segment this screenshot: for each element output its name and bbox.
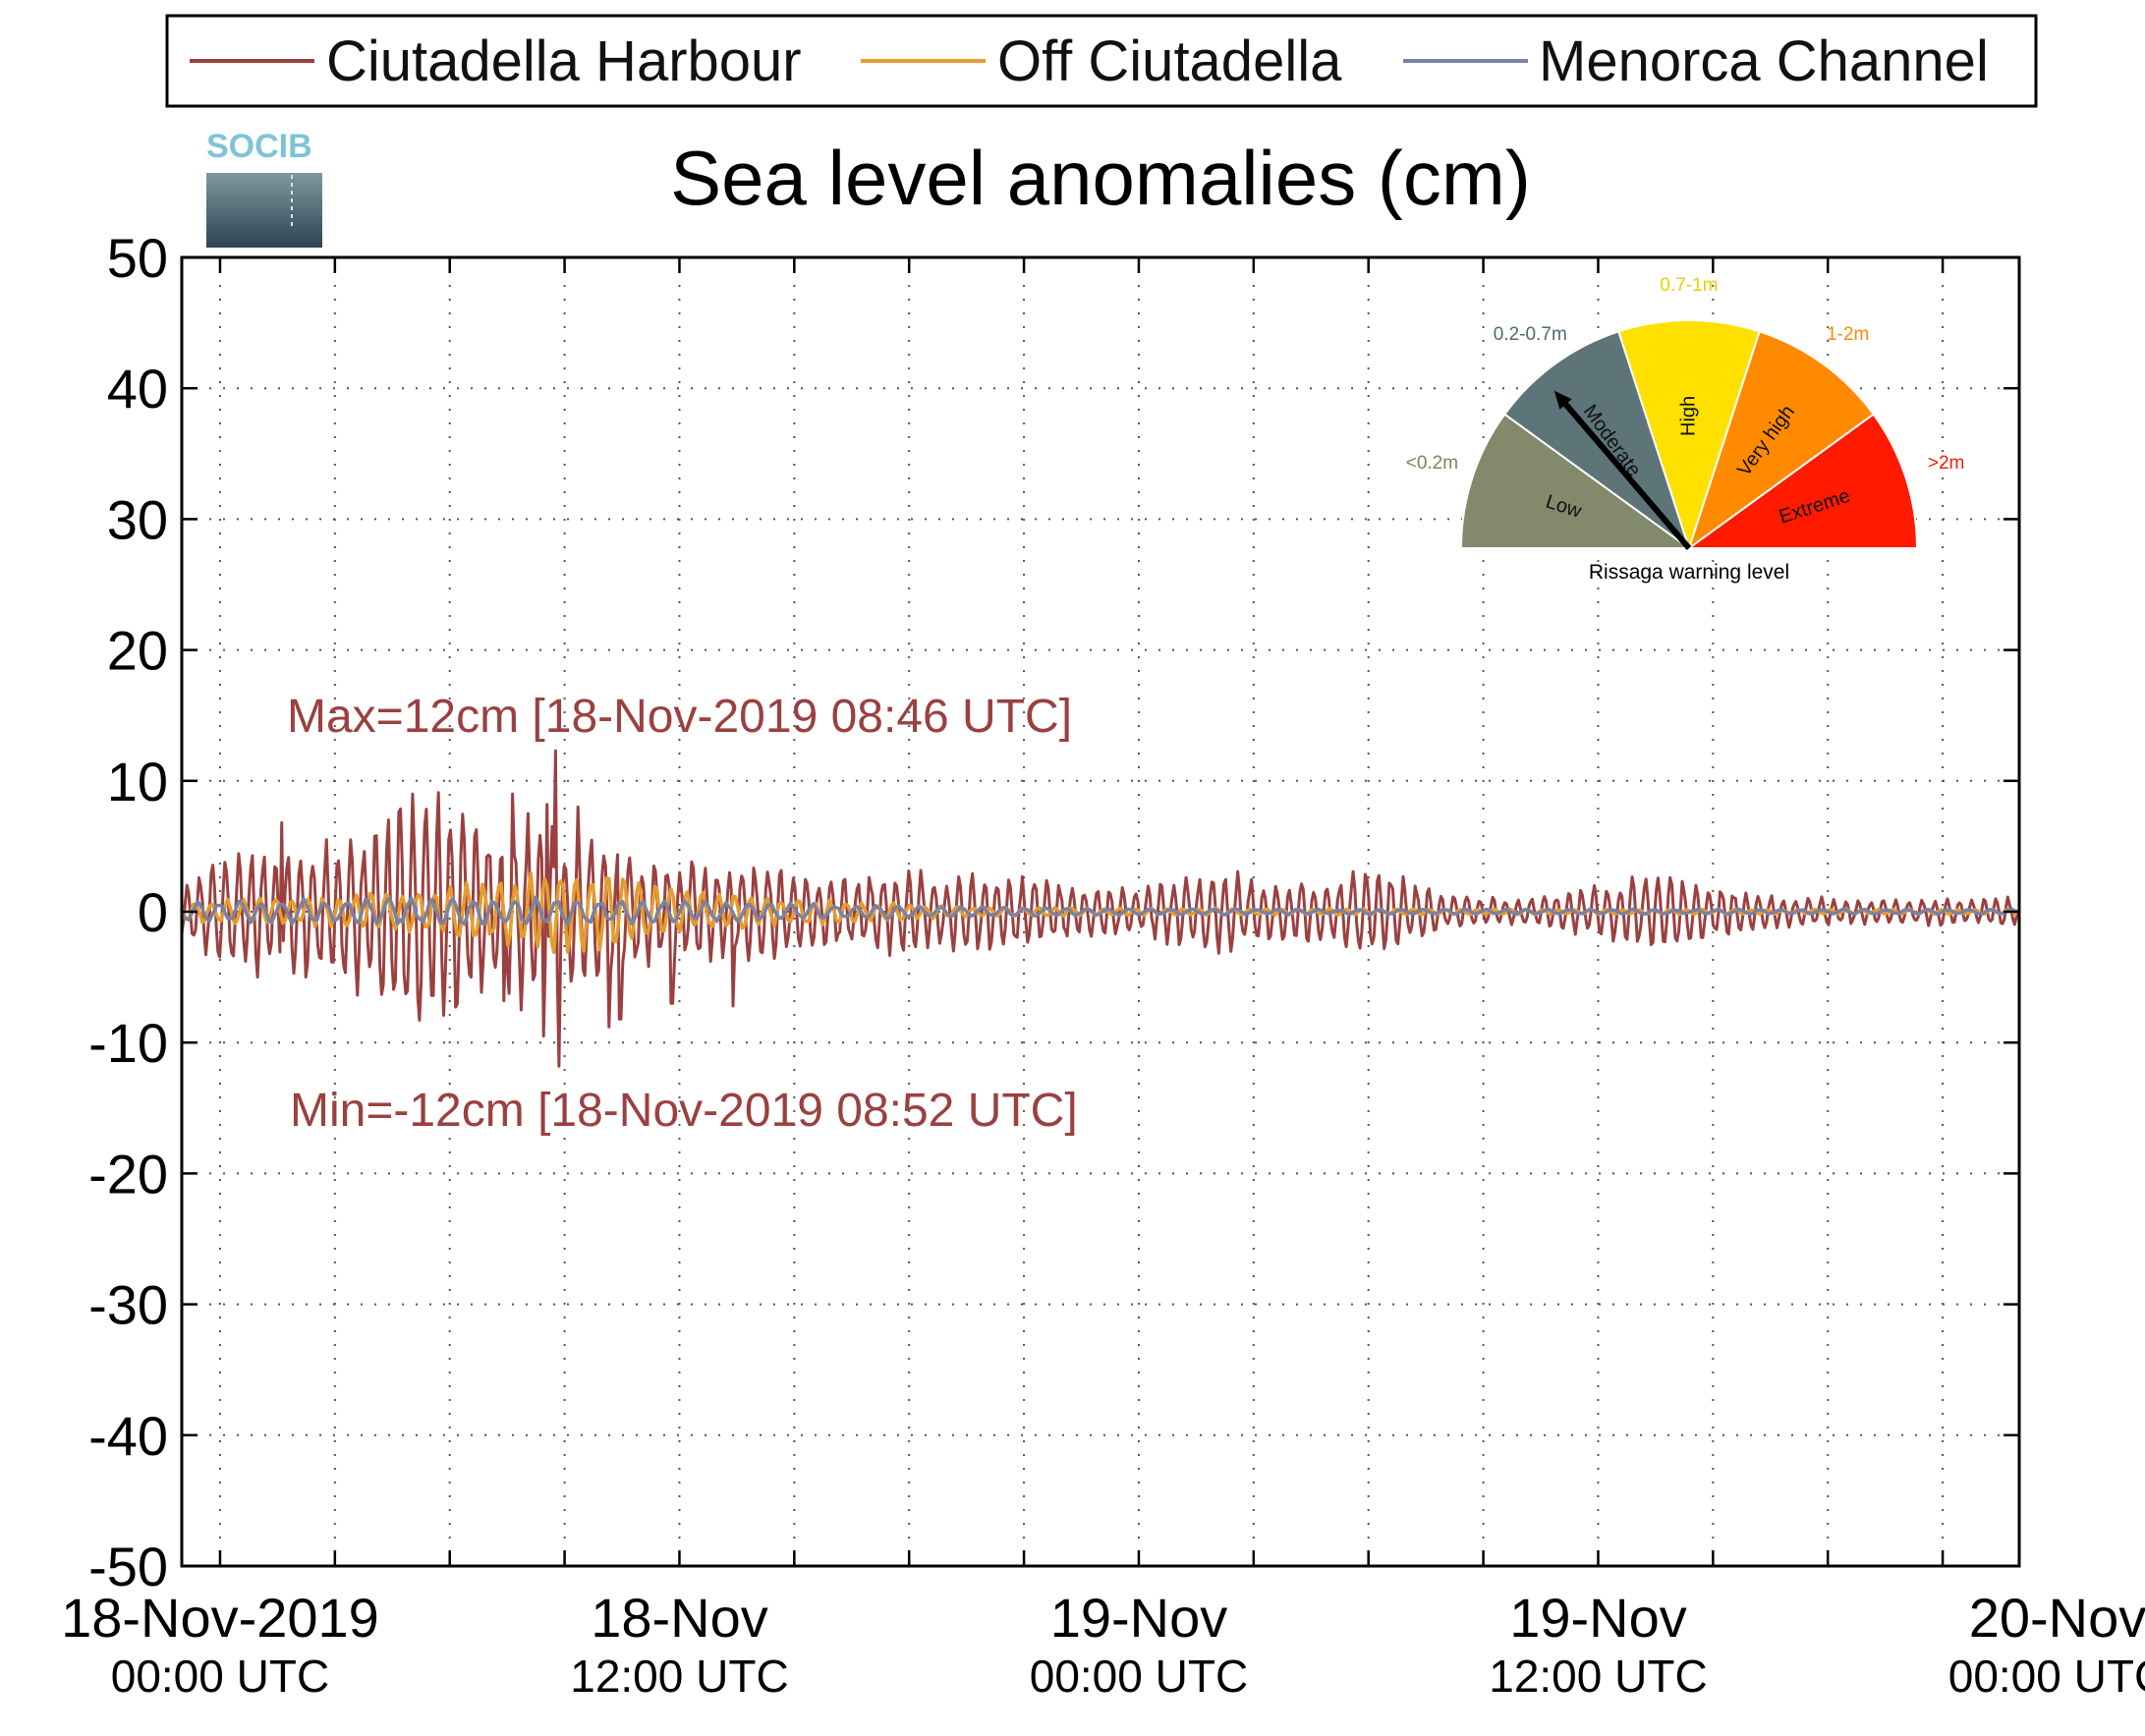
y-tick-labels: 50 40 30 20 10 0 -10 -20 -30 -40 -50 [88, 227, 168, 1597]
y-tick-label: -20 [88, 1143, 168, 1204]
y-tick-label: -40 [88, 1405, 168, 1467]
x-tick-time-label: 12:00 UTC [570, 1651, 788, 1702]
gauge-segment-low [1459, 413, 1693, 549]
x-tick-time-label: 12:00 UTC [1489, 1651, 1707, 1702]
logo-block [206, 173, 322, 248]
logo-wordmark: SOCIB [206, 128, 312, 165]
y-tick-label: -30 [88, 1274, 168, 1336]
y-tick-label: 10 [107, 751, 168, 812]
min-annotation: Min=-12cm [18-Nov-2019 08:52 UTC] [290, 1085, 1078, 1137]
gauge-range-label: >2m [1928, 453, 1965, 474]
gauge-range-label: 0.2-0.7m [1494, 324, 1567, 345]
chart-title: Sea level anomalies (cm) [670, 135, 1531, 221]
x-tick-date-label: 20-Nov [1969, 1587, 2145, 1649]
x-tick-time-label: 00:00 UTC [1948, 1651, 2145, 1702]
x-tick-time-label: 00:00 UTC [1030, 1651, 1248, 1702]
max-annotation: Max=12cm [18-Nov-2019 08:46 UTC] [287, 691, 1072, 743]
legend-label-ciutadella-harbour: Ciutadella Harbour [326, 29, 802, 93]
gauge-needle-tip [1553, 390, 1572, 410]
axis-ticks [182, 255, 2019, 1568]
y-tick-label: 50 [107, 227, 168, 289]
socib-logo: SOCIB [206, 128, 322, 248]
legend: Ciutadella Harbour Off Ciutadella Menorc… [165, 14, 2038, 108]
series-layer [180, 749, 2020, 1068]
x-tick-date-label: 19-Nov [1509, 1587, 1687, 1649]
gauge-range-label: <0.2m [1406, 453, 1458, 474]
series-line-menorca-channel [180, 895, 2018, 927]
y-tick-label: 40 [107, 358, 168, 420]
x-tick-date-label: 18-Nov-2019 [61, 1587, 379, 1649]
gauge-segment-label: High [1677, 396, 1699, 436]
x-tick-time-label: 00:00 UTC [111, 1651, 329, 1702]
y-tick-label: -10 [88, 1012, 168, 1074]
gauge-needle [1561, 401, 1692, 550]
y-tick-label: 30 [107, 488, 168, 550]
x-tick-date-label: 19-Nov [1050, 1587, 1228, 1649]
gauge-segment-high [1617, 319, 1761, 552]
legend-label-off-ciutadella: Off Ciutadella [997, 29, 1342, 93]
gauge-range-label: 0.7-1m [1660, 275, 1718, 296]
gauge-segment-extreme [1685, 413, 1919, 549]
legend-box [165, 14, 2038, 108]
gauge-segment-very-high [1687, 330, 1876, 551]
y-tick-label: 20 [107, 620, 168, 682]
y-tick-label: 0 [138, 881, 168, 943]
legend-label-menorca-channel: Menorca Channel [1539, 29, 1989, 93]
y-tick-label: -50 [88, 1536, 168, 1597]
x-tick-date-label: 18-Nov [591, 1587, 768, 1649]
gauge-caption: Rissaga warning level [1589, 561, 1789, 584]
gauge-range-label: 1-2m [1827, 324, 1869, 345]
